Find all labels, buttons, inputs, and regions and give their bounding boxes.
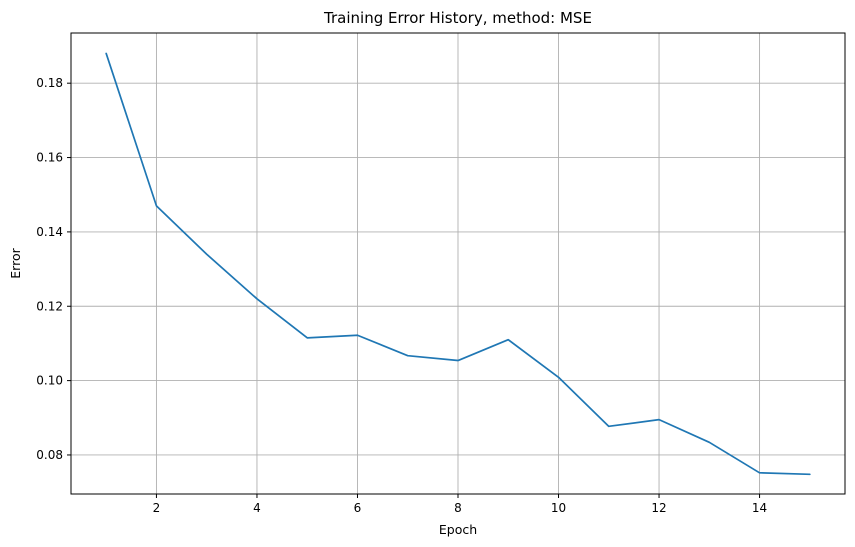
y-axis-label: Error xyxy=(8,247,23,278)
grid-layer xyxy=(71,33,845,494)
x-tick-label: 2 xyxy=(153,501,161,515)
x-axis-label: Epoch xyxy=(439,522,477,537)
y-tick-label: 0.10 xyxy=(36,374,63,388)
series-line xyxy=(105,52,811,476)
x-tick-label: 14 xyxy=(752,501,767,515)
y-tick-label: 0.14 xyxy=(36,225,63,239)
x-tick-label: 8 xyxy=(454,501,462,515)
series-layer xyxy=(105,52,811,476)
y-tick-label: 0.12 xyxy=(36,299,63,313)
x-tick-label: 4 xyxy=(253,501,261,515)
tick-layer: 2 4 6 8 10 12 14 0.08 0.10 0.12 0.14 0.16 0.18 xyxy=(36,76,767,515)
chart-title: Training Error History, method: MSE xyxy=(323,9,592,27)
y-tick-label: 0.18 xyxy=(36,76,63,90)
x-tick-label: 12 xyxy=(651,501,666,515)
y-tick-label: 0.16 xyxy=(36,151,63,165)
x-tick-label: 10 xyxy=(551,501,566,515)
x-tick-label: 6 xyxy=(354,501,362,515)
y-tick-label: 0.08 xyxy=(36,448,63,462)
